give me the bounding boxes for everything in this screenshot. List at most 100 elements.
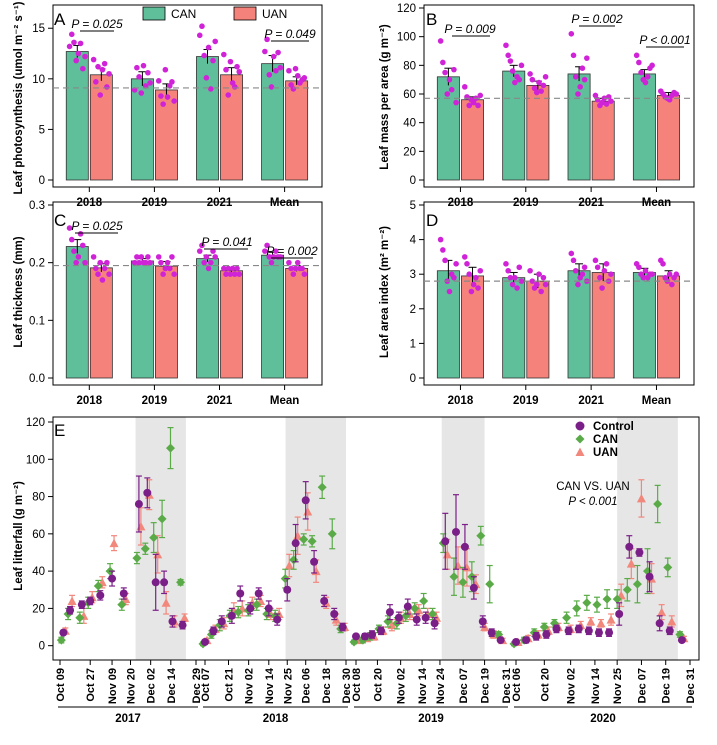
point-can — [562, 613, 572, 623]
point-control — [227, 611, 236, 620]
data-point — [603, 101, 610, 107]
legend-control-label: Control — [593, 421, 634, 433]
x-tick-label: Nov 02 — [396, 668, 408, 704]
point-control — [168, 617, 177, 626]
data-point — [572, 74, 579, 80]
data-point — [636, 59, 642, 66]
data-point — [158, 93, 164, 99]
bar-uan — [220, 74, 243, 181]
data-point — [669, 281, 675, 288]
bar-uan — [526, 280, 550, 379]
data-point — [477, 92, 484, 99]
point-can — [410, 603, 420, 613]
data-point — [268, 259, 275, 266]
data-point — [138, 254, 145, 260]
point-can — [233, 607, 243, 617]
data-point — [470, 99, 477, 106]
data-point — [294, 72, 301, 79]
y-tick-label: 100 — [26, 454, 45, 466]
data-point — [464, 261, 470, 267]
point-can — [93, 581, 103, 591]
data-point — [232, 271, 238, 278]
data-point — [518, 62, 525, 69]
plot-frame — [52, 201, 323, 386]
x-tick-label: Dec 07 — [458, 668, 470, 703]
point-can — [663, 562, 673, 572]
data-point — [205, 265, 212, 272]
x-tick-label: Dec 14 — [166, 667, 178, 703]
bar-uan — [89, 74, 113, 181]
x-tick-label: Dec 19 — [480, 668, 492, 703]
data-point — [268, 84, 275, 90]
point-can — [449, 572, 459, 582]
data-point — [236, 271, 243, 278]
data-point — [299, 265, 305, 272]
x-tick-label: 2021 — [207, 197, 233, 209]
point-can — [582, 598, 592, 608]
data-point — [203, 254, 210, 260]
top-legend: CAN UAN — [142, 6, 287, 21]
data-point — [270, 53, 277, 60]
data-point — [145, 69, 151, 76]
data-point — [461, 84, 468, 90]
panel-e-ylabel: Leaf litterfall (g m⁻²) — [13, 481, 25, 591]
data-point — [640, 274, 647, 281]
bar-can — [436, 270, 460, 379]
year-label: 2019 — [418, 713, 444, 725]
bar-uan — [591, 100, 615, 181]
bar-uan — [461, 99, 484, 181]
point-control — [301, 496, 310, 505]
point-can — [428, 609, 438, 619]
panel-a-annotations: P = 0.025 P = 0.049 — [71, 17, 316, 42]
x-tick-label: Mean — [270, 395, 299, 407]
y-tick-label: 0 — [39, 175, 45, 187]
data-point — [77, 231, 84, 237]
point-control — [512, 637, 520, 646]
point-control — [338, 623, 347, 632]
point-can — [602, 594, 612, 604]
data-point — [477, 267, 484, 274]
data-point — [466, 271, 472, 278]
data-point — [212, 254, 219, 260]
data-point — [136, 259, 142, 266]
y-tick-label: 5 — [410, 200, 416, 212]
data-point — [162, 66, 169, 73]
point-control — [59, 628, 68, 637]
data-point — [95, 63, 101, 70]
data-point — [608, 271, 614, 278]
data-point — [507, 274, 514, 281]
data-point — [572, 267, 579, 274]
data-point — [503, 261, 509, 267]
data-point — [134, 254, 140, 260]
data-point — [594, 264, 601, 271]
point-uan — [161, 598, 171, 607]
point-control — [532, 632, 541, 641]
data-point — [592, 92, 599, 99]
x-tick-label: Dec 31 — [685, 668, 697, 703]
data-point — [212, 38, 219, 45]
y-tick-label: 0.3 — [29, 200, 45, 212]
data-point — [262, 248, 268, 254]
bar-uan — [285, 80, 309, 181]
point-uan — [667, 616, 677, 626]
data-point — [68, 31, 75, 38]
data-point — [232, 84, 238, 90]
panel-c: C 0.0 0.1 0.2 0.3 2018 2019 2021 Mean Leaf thic… — [13, 200, 323, 407]
x-tick-label: Nov 09 — [107, 668, 119, 704]
data-point — [461, 254, 468, 260]
point-can — [56, 635, 66, 645]
data-point — [75, 50, 82, 57]
x-tick-label: Mean — [642, 395, 671, 407]
data-point — [131, 259, 138, 266]
bar-can — [632, 73, 656, 181]
data-point — [507, 58, 514, 64]
panel-label-e: E — [54, 421, 65, 440]
data-point — [288, 265, 294, 272]
point-uan — [657, 607, 667, 617]
data-point — [294, 259, 301, 266]
y-tick-label: 40 — [32, 566, 45, 578]
data-point — [446, 76, 453, 83]
point-control — [615, 609, 624, 618]
point-uan — [606, 615, 616, 624]
data-point — [207, 259, 214, 266]
